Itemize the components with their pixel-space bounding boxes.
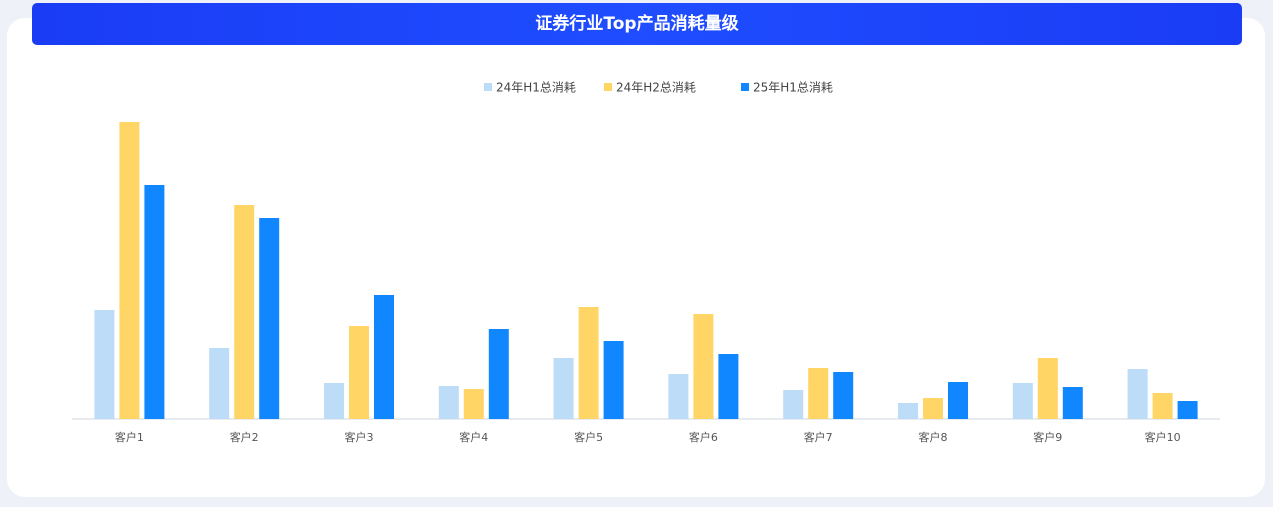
bar [898,403,918,419]
bar [1062,387,1083,419]
bar [808,368,829,419]
x-tick-label: 客户7 [804,430,833,444]
legend-swatch [604,83,612,91]
bar [718,354,739,419]
bar [1012,383,1033,419]
legend-label: 24年H1总消耗 [496,81,576,95]
x-tick-label: 客户1 [115,430,144,444]
x-tick-label: 客户10 [1145,430,1181,444]
bar [833,372,854,419]
x-tick-label: 客户5 [574,430,603,444]
bar [1037,358,1058,419]
card [7,18,1265,497]
bar [324,383,344,419]
bar [783,390,804,419]
bar [94,310,115,419]
legend-swatch [484,83,492,91]
bar [209,348,230,419]
legend-swatch [741,83,749,91]
bar [923,398,943,419]
bar [488,329,509,419]
bar [1127,369,1148,419]
bar [948,382,968,419]
x-tick-label: 客户4 [459,430,488,444]
bar [578,307,599,419]
legend-label: 24年H2总消耗 [616,81,696,95]
x-tick-label: 客户6 [689,430,718,444]
bar [603,341,624,419]
x-tick-label: 客户8 [919,430,948,444]
bar [463,389,484,419]
x-tick-label: 客户3 [345,430,374,444]
bar [668,374,689,419]
title-bar [32,3,1242,45]
bar [119,122,140,419]
x-tick-label: 客户9 [1033,430,1062,444]
bar [438,386,459,419]
bar [144,185,165,419]
bar [234,205,255,419]
bar [693,314,714,419]
bar [1152,393,1173,419]
bar [553,358,574,419]
bar [374,295,394,419]
chart-title: 证券行业Top产品消耗量级 [535,13,738,34]
bar [259,218,280,419]
bar [1177,401,1198,419]
legend-label: 25年H1总消耗 [753,81,833,95]
x-tick-label: 客户2 [230,430,259,444]
bar [349,326,369,419]
